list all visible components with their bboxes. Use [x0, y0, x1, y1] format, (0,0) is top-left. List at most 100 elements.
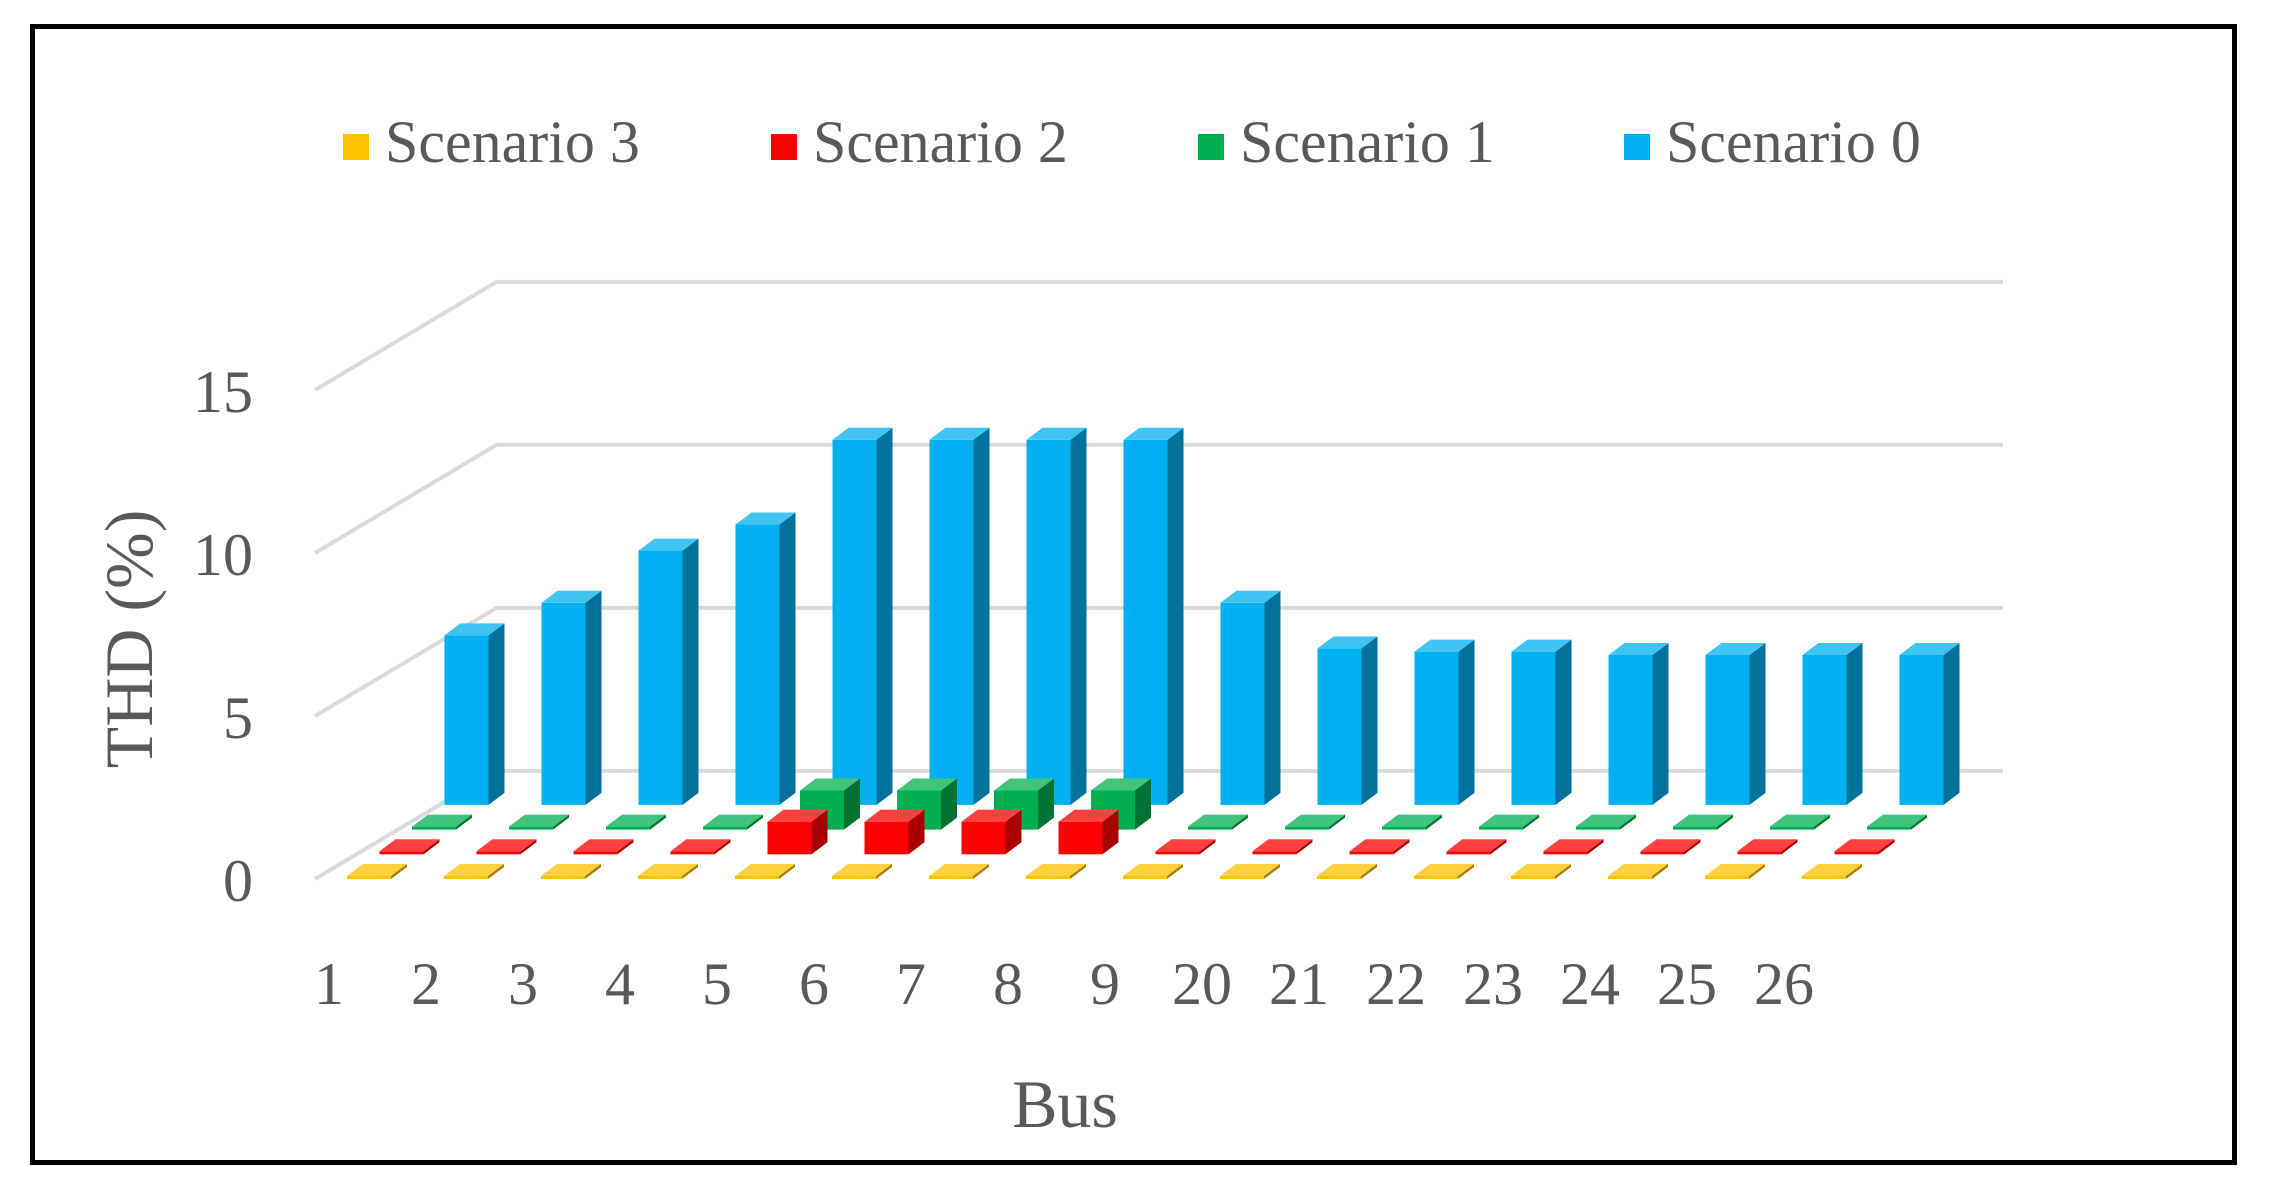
bar — [412, 814, 472, 830]
bar-top — [929, 427, 990, 440]
legend-swatch — [343, 134, 369, 160]
bar — [767, 809, 828, 855]
bar — [1414, 639, 1475, 805]
y-tick-label: 5 — [223, 685, 253, 751]
bar — [444, 623, 505, 805]
bar-top — [800, 778, 860, 791]
bar-front — [1608, 654, 1653, 805]
bar-side — [1587, 839, 1604, 855]
bar-top — [1608, 864, 1668, 876]
bar — [347, 864, 407, 879]
bar-front — [1673, 826, 1717, 830]
bar-front — [1155, 851, 1200, 855]
bar-front — [1220, 602, 1265, 805]
bar-front — [1770, 826, 1814, 830]
bar-side — [682, 538, 699, 805]
y-tick-label: 15 — [193, 359, 253, 425]
bar — [509, 814, 569, 830]
bar-side — [1199, 839, 1216, 855]
legend-label: Scenario 1 — [1240, 109, 1495, 175]
bar — [1317, 864, 1377, 879]
bar — [1446, 839, 1507, 855]
bar-front — [541, 602, 586, 805]
bar-top — [444, 864, 504, 876]
x-tick-label: 20 — [1172, 951, 1232, 1017]
bar-top — [606, 814, 666, 827]
bar-side — [1652, 864, 1668, 879]
bar-front — [1317, 876, 1361, 879]
bar-front — [1705, 876, 1749, 879]
bar-top — [1543, 839, 1604, 852]
bar-side — [1717, 814, 1733, 830]
bar-top — [1123, 864, 1183, 876]
x-tick-label: 22 — [1366, 951, 1426, 1017]
bar — [735, 512, 796, 805]
bar-side — [1781, 839, 1798, 855]
bar — [832, 864, 892, 879]
bar — [1802, 642, 1863, 805]
bar — [1543, 839, 1604, 855]
bar — [1608, 864, 1668, 879]
bar-top — [864, 809, 925, 822]
bar-top — [832, 427, 893, 440]
bar-front — [1026, 439, 1071, 805]
bar-front — [444, 876, 488, 879]
bar — [1576, 814, 1636, 830]
bar-side — [1167, 427, 1184, 805]
bar-front — [1123, 439, 1168, 805]
bar-top — [1737, 839, 1798, 852]
bar — [1155, 839, 1216, 855]
bar-side — [1167, 864, 1183, 879]
bar-front — [1608, 876, 1652, 879]
bar-front — [767, 821, 812, 855]
bar-front — [1802, 654, 1847, 805]
bar-top — [1446, 839, 1507, 852]
bar-top — [1026, 427, 1087, 440]
bar-top — [1414, 639, 1475, 652]
bar-side — [1846, 864, 1862, 879]
bar-front — [961, 821, 1006, 855]
x-tick-label: 9 — [1090, 951, 1120, 1017]
bar — [670, 839, 731, 855]
series-scenario-2 — [379, 809, 1895, 855]
bar-side — [1038, 778, 1054, 830]
bar-top — [994, 778, 1054, 791]
x-tick-label: 4 — [605, 951, 635, 1017]
x-tick-label: 21 — [1269, 951, 1329, 1017]
legend-item: Scenario 0 — [1624, 109, 1921, 175]
bar-top — [670, 839, 731, 852]
bar-top — [1479, 814, 1539, 827]
bar-top — [1640, 839, 1701, 852]
bar-top — [1414, 864, 1474, 876]
bar-side — [876, 864, 892, 879]
bar — [1414, 864, 1474, 879]
bar-front — [1414, 651, 1459, 805]
bar — [735, 864, 795, 879]
bar — [1673, 814, 1733, 830]
bar-top — [1349, 839, 1410, 852]
bar-top — [573, 839, 634, 852]
bar-top — [1770, 814, 1830, 827]
bar-side — [844, 778, 860, 830]
bar-front — [1349, 851, 1394, 855]
legend-swatch — [1624, 134, 1650, 160]
bar-side — [488, 864, 504, 879]
bar-top — [929, 864, 989, 876]
bar-side — [1458, 864, 1474, 879]
bar — [864, 809, 925, 855]
legend-swatch — [771, 134, 797, 160]
bars — [347, 427, 1960, 879]
bar-front — [1737, 851, 1782, 855]
bar-side — [1070, 864, 1086, 879]
legend-label: Scenario 2 — [813, 109, 1068, 175]
bar-side — [1232, 814, 1248, 830]
chart-frame: Scenario 3 Scenario 2 Scenario 1 Scenario 0… — [30, 24, 2237, 1165]
bar-side — [650, 814, 666, 830]
bar-front — [1252, 851, 1297, 855]
bar — [444, 864, 504, 879]
legend-label: Scenario 0 — [1666, 109, 1921, 175]
bar-top — [1155, 839, 1216, 852]
bar-front — [832, 439, 877, 805]
bar-side — [585, 864, 601, 879]
bar-side — [1555, 864, 1571, 879]
